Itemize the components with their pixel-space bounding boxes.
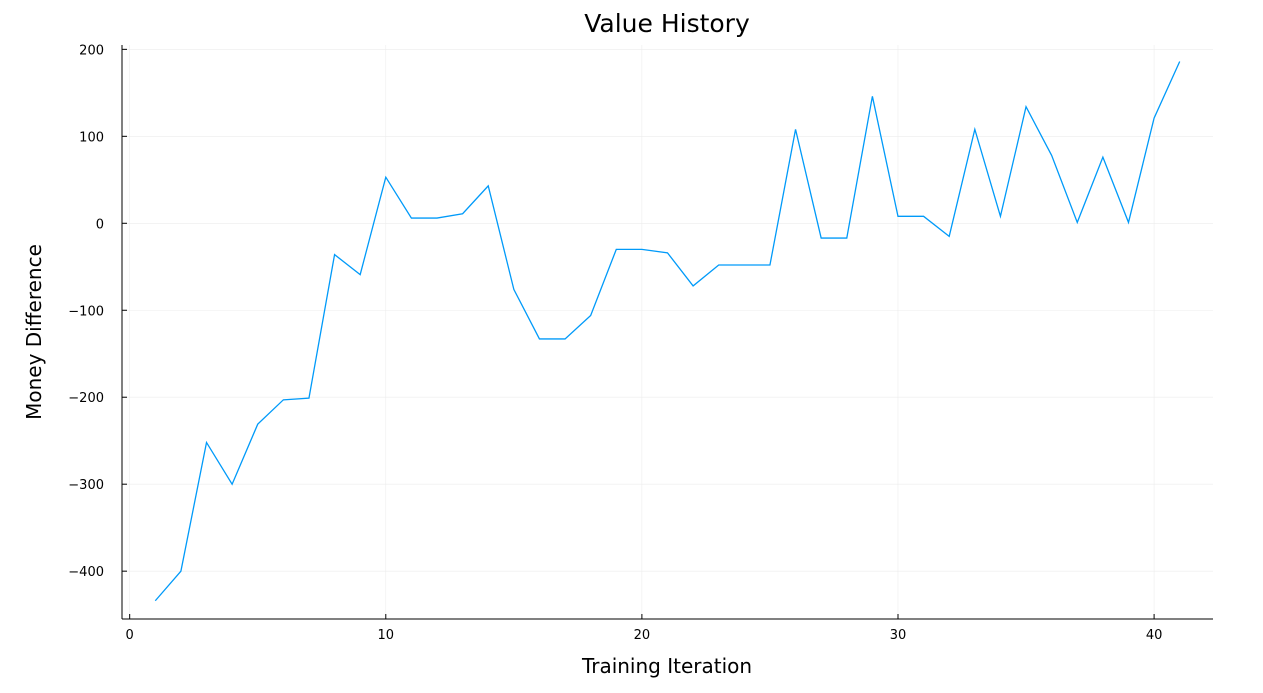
chart-title: Value History: [584, 9, 750, 38]
y-tick-label: −300: [68, 478, 104, 493]
y-tick-label: 200: [79, 43, 104, 58]
x-tick-label: 30: [890, 628, 907, 643]
x-tick-label: 20: [634, 628, 651, 643]
series-line: [154, 61, 1181, 602]
x-tick-label: 40: [1146, 628, 1163, 643]
x-tick-label: 10: [378, 628, 395, 643]
y-tick-label: 100: [79, 130, 104, 145]
grid-lines: [122, 45, 1213, 619]
x-axis-label: Training Iteration: [581, 654, 752, 678]
x-tick-label: 0: [126, 628, 134, 643]
axes: [121, 45, 1213, 620]
y-axis-label: Money Difference: [22, 244, 46, 420]
y-tick-label: −400: [68, 565, 104, 580]
x-ticks: 0 10 20 30 40: [126, 614, 1163, 643]
y-tick-label: −200: [68, 391, 104, 406]
y-ticks: −400 −300 −200 −100 0 100 200: [68, 43, 127, 580]
y-tick-label: 0: [96, 217, 104, 232]
y-tick-label: −100: [68, 304, 104, 319]
